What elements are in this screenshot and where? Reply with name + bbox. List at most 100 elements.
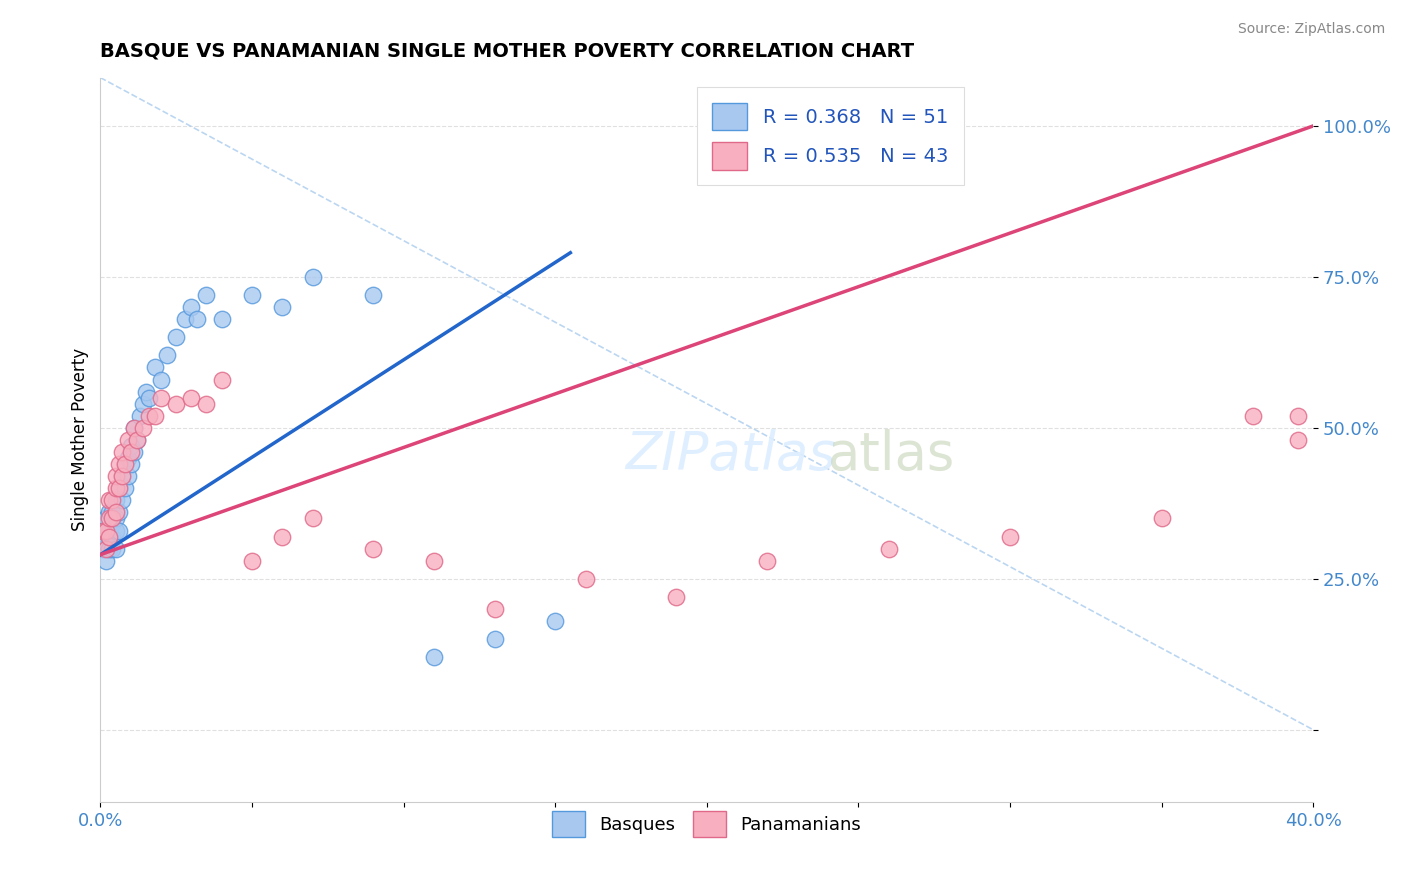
Point (165, 330, 187, 344)
Point (107, 505, 129, 519)
Text: BASQUE VS PANAMANIAN SINGLE MOTHER POVERTY CORRELATION CHART: BASQUE VS PANAMANIAN SINGLE MOTHER POVER… (100, 42, 914, 61)
Point (114, 457, 136, 471)
Point (104, 511, 127, 525)
Point (120, 457, 142, 471)
Point (544, 614, 567, 628)
Point (132, 421, 155, 435)
Point (98, 530, 121, 544)
Point (114, 457, 136, 471)
Point (195, 397, 218, 411)
Point (361, 541, 384, 556)
Point (125, 433, 148, 447)
Point (107, 481, 129, 495)
Point (156, 348, 179, 362)
Point (240, 554, 263, 568)
Point (101, 493, 124, 508)
Point (104, 469, 127, 483)
Point (240, 288, 263, 302)
Point (110, 445, 132, 459)
Point (98, 530, 121, 544)
Point (101, 541, 124, 556)
Point (128, 409, 150, 423)
Point (93, 541, 115, 556)
Point (104, 505, 127, 519)
Point (117, 469, 139, 483)
Point (110, 469, 132, 483)
Point (877, 541, 900, 556)
Point (195, 288, 218, 302)
Point (271, 530, 294, 544)
Text: ZIPatlas: ZIPatlas (626, 428, 837, 481)
Point (756, 554, 779, 568)
Point (138, 409, 160, 423)
Y-axis label: Single Mother Poverty: Single Mother Poverty (72, 349, 89, 532)
Point (301, 511, 323, 525)
Point (484, 632, 506, 647)
Point (122, 445, 145, 459)
Point (96, 535, 118, 549)
Point (665, 590, 688, 604)
Point (132, 397, 155, 411)
Point (998, 530, 1021, 544)
Point (93, 524, 115, 538)
Legend: Basques, Panamanians: Basques, Panamanians (546, 804, 869, 844)
Point (98, 493, 121, 508)
Point (110, 493, 132, 508)
Point (110, 469, 132, 483)
Point (117, 433, 139, 447)
Point (150, 372, 173, 386)
Point (104, 541, 127, 556)
Point (101, 511, 124, 525)
Point (107, 481, 129, 495)
Point (120, 439, 142, 453)
Point (104, 481, 127, 495)
Point (301, 269, 323, 284)
Point (120, 445, 142, 459)
Point (211, 372, 233, 386)
Point (98, 511, 121, 525)
Point (122, 421, 145, 435)
Point (101, 505, 124, 519)
Point (104, 493, 127, 508)
Point (138, 391, 160, 405)
Text: Source: ZipAtlas.com: Source: ZipAtlas.com (1237, 22, 1385, 37)
Point (143, 409, 166, 423)
Point (423, 554, 446, 568)
Point (1241, 409, 1264, 423)
Point (96, 554, 118, 568)
Point (211, 312, 233, 326)
Point (180, 391, 202, 405)
Point (186, 312, 208, 326)
Point (150, 391, 173, 405)
Point (361, 288, 384, 302)
Point (1150, 511, 1173, 525)
Text: atlas: atlas (828, 428, 956, 481)
Point (104, 524, 127, 538)
Point (101, 517, 124, 532)
Point (101, 530, 124, 544)
Point (93, 524, 115, 538)
Point (135, 384, 157, 399)
Point (98, 524, 121, 538)
Point (98, 505, 121, 519)
Point (98, 541, 121, 556)
Point (107, 524, 129, 538)
Point (1286, 433, 1309, 447)
Point (165, 397, 187, 411)
Point (117, 451, 139, 466)
Point (271, 300, 294, 314)
Point (114, 481, 136, 495)
Point (125, 433, 148, 447)
Point (574, 572, 596, 586)
Point (96, 511, 118, 525)
Point (180, 300, 202, 314)
Point (96, 541, 118, 556)
Point (484, 602, 506, 616)
Point (423, 650, 446, 665)
Point (107, 457, 129, 471)
Point (122, 421, 145, 435)
Point (143, 360, 166, 375)
Point (96, 524, 118, 538)
Point (1286, 409, 1309, 423)
Point (174, 312, 197, 326)
